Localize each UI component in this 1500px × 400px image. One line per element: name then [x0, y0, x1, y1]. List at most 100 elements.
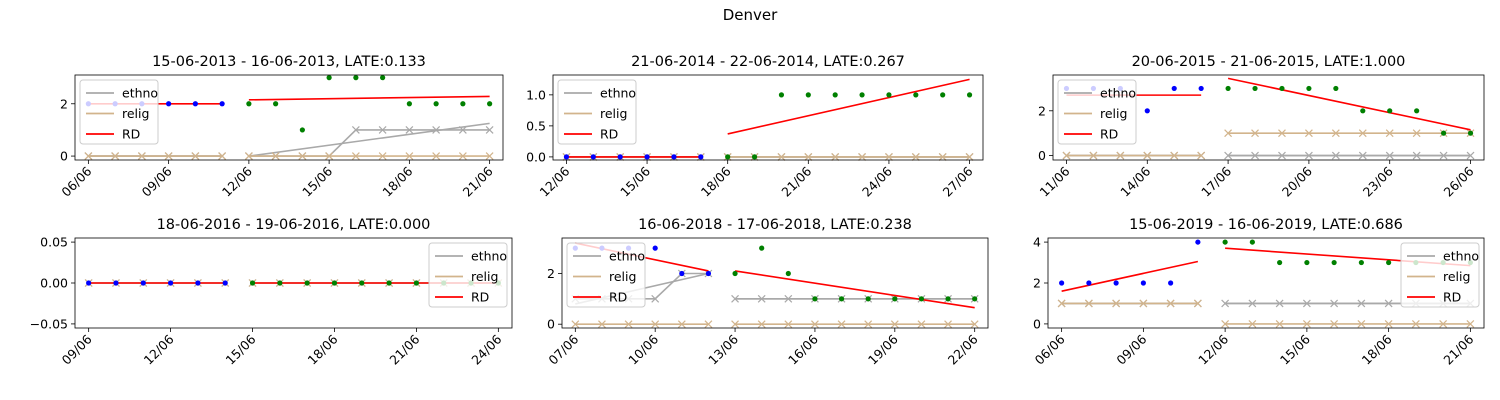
- subplot-6-ytick-label-0: 0: [1033, 316, 1041, 331]
- subplot-1-relig-marker-2: [137, 152, 146, 161]
- subplot-5-relig-marker-15: [970, 320, 979, 329]
- subplot-6-relig-marker-1: [1084, 299, 1093, 308]
- subplot-3-relig-marker-1: [1089, 151, 1098, 160]
- subplot-3-relig-marker-0: [1062, 151, 1071, 160]
- subplot-5-ethno-marker-8: [784, 294, 793, 303]
- subplot-1-dot-9: [326, 75, 332, 81]
- subplot-6-xtick-label-5: 21/06: [1440, 331, 1476, 367]
- subplot-6-dot-2: [1113, 280, 1119, 286]
- subplot-2-relig-marker-15: [965, 152, 974, 161]
- subplot-3-dot-9: [1306, 85, 1312, 92]
- subplot-3-xtick-label-4: 23/06: [1360, 163, 1396, 199]
- subplot-5-dot-4: [679, 270, 685, 277]
- subplot-4-dot-1: [113, 280, 119, 286]
- subplot-6-ytick-label-1: 2: [1033, 276, 1041, 291]
- subplot-5-dot-7: [759, 245, 765, 251]
- subplot-5-xtick-label-1: 10/06: [625, 331, 661, 367]
- subplot-6-ytick-label-2: 4: [1033, 235, 1041, 250]
- subplot-2-dot-6: [725, 154, 731, 160]
- subplot-3-relig-marker-2: [1116, 151, 1125, 160]
- subplot-2-dot-10: [832, 92, 838, 98]
- subplot-6-ethno-marker-12: [1384, 299, 1393, 308]
- subplot-5-relig-marker-11: [864, 320, 873, 329]
- subplot-2-xtick-label-2: 18/06: [698, 163, 734, 199]
- subplot-1-dot-12: [406, 101, 412, 107]
- subplot-1-dot-8: [299, 127, 305, 133]
- subplot-1-legend: ethno relig RD: [79, 79, 159, 145]
- subplot-4-dot-0: [86, 280, 92, 286]
- subplot-6-relig-marker-3: [1139, 299, 1148, 308]
- subplot-3-relig-marker-9: [1304, 129, 1313, 138]
- subplot-4-dot-8: [304, 280, 310, 286]
- subplot-5-relig-marker-12: [890, 320, 899, 329]
- subplot-6-relig-marker-4: [1166, 299, 1175, 308]
- subplot-4-dot-2: [140, 280, 146, 286]
- subplot-1-dot-6: [246, 101, 252, 107]
- subplot-2-relig-marker-10: [831, 152, 840, 161]
- subplot-5-dot-6: [732, 270, 738, 277]
- subplot-1-dot-13: [433, 101, 439, 107]
- subplot-6-dot-9: [1304, 259, 1310, 266]
- subplot-5-dot-3: [652, 245, 658, 251]
- subplot-2-dot-3: [644, 154, 650, 160]
- subplot-3-ethno-marker-8: [1278, 151, 1286, 160]
- subplot-1-axes-frame: [74, 74, 504, 161]
- subplot-2-dot-9: [805, 92, 811, 98]
- subplot-5-relig-marker-6: [731, 320, 739, 329]
- subplot-5-relig-marker-2: [624, 320, 633, 329]
- subplot-6-ethno-marker-9: [1302, 299, 1311, 308]
- subplot-1-legend-label-0: ethno: [122, 86, 158, 101]
- subplot-6: 15-06-2019 - 16-06-2019, LATE:0.686 0 2 4 06…: [1032, 217, 1485, 368]
- subplot-5-legend-label-0: ethno: [609, 249, 645, 264]
- subplot-6-dot-0: [1059, 280, 1065, 286]
- subplot-1-ethno-marker-10: [351, 125, 360, 134]
- subplot-1-dot-3: [166, 101, 172, 107]
- subplot-4-ytick-label-1: 0.00: [40, 276, 68, 291]
- subplot-3-xtick-label-0: 11/06: [1037, 163, 1073, 199]
- subplot-5-xtick-label-5: 22/06: [945, 331, 981, 367]
- subplot-3-rd-line-post: [1227, 77, 1471, 131]
- subplot-6-ethno-marker-6: [1221, 299, 1230, 308]
- subplot-5-xtick-label-2: 13/06: [705, 331, 741, 367]
- subplot-1-relig-marker-7: [271, 152, 280, 161]
- subplot-6-dot-1: [1086, 280, 1092, 286]
- subplot-6-relig-marker-7: [1248, 319, 1257, 328]
- subplot-5-legend: ethno relig RD: [566, 242, 646, 308]
- subplot-5: 16-06-2018 - 17-06-2018, LATE:0.238 0 2 07/…: [545, 217, 989, 368]
- subplot-2-legend-label-0: ethno: [600, 86, 636, 101]
- subplot-1-dot-4: [192, 101, 198, 107]
- subplot-4-xtick-label-4: 21/06: [386, 331, 422, 367]
- subplot-1-relig-marker-11: [378, 152, 387, 161]
- subplot-6-relig-marker-13: [1411, 319, 1420, 328]
- subplot-2-rd-line-post: [727, 78, 970, 135]
- subplot-5-title: 16-06-2018 - 17-06-2018, LATE:0.238: [638, 217, 912, 233]
- subplot-3-ethno-marker-9: [1304, 151, 1313, 160]
- subplot-1-relig-marker-4: [191, 152, 200, 161]
- subplot-3-relig-marker-13: [1412, 129, 1421, 138]
- subplot-5-relig-marker-13: [917, 320, 926, 329]
- subplot-2-title: 21-06-2014 - 22-06-2014, LATE:0.267: [631, 54, 905, 70]
- subplot-3-dot-8: [1279, 85, 1285, 92]
- subplot-6-dot-4: [1168, 280, 1174, 286]
- subplot-1-ethno-fit-post: [248, 122, 490, 157]
- subplot-3-dot-13: [1414, 108, 1420, 114]
- subplot-1-legend-label-2: RD: [122, 127, 140, 142]
- subplot-6-ethno-marker-11: [1357, 299, 1366, 308]
- subplot-2-dot-14: [940, 92, 946, 98]
- subplot-3-relig-marker-10: [1331, 129, 1340, 138]
- subplot-1-xtick-label-3: 15/06: [299, 163, 335, 199]
- subplot-2-ytick-label-2: 1.0: [526, 87, 546, 102]
- subplot-6-ethno-marker-10: [1330, 299, 1339, 308]
- subplot-6-dot-10: [1331, 259, 1337, 266]
- subplot-4: 18-06-2016 - 19-06-2016, LATE:0.000 −0.05…: [30, 217, 513, 368]
- subplot-1-xtick-label-1: 09/06: [139, 163, 175, 199]
- subplot-4-dot-4: [195, 280, 201, 286]
- subplot-1-relig-marker-14: [458, 152, 467, 161]
- subplot-4-legend-label-1: relig: [471, 269, 498, 284]
- subplot-1-relig-marker-6: [244, 152, 253, 161]
- subplot-2: 21-06-2014 - 22-06-2014, LATE:0.267 0.0 0.…: [526, 54, 984, 200]
- subplot-5-relig-marker-10: [837, 320, 846, 329]
- subplot-3: 20-06-2015 - 21-06-2015, LATE:1.000 0 2 11/…: [1037, 54, 1485, 200]
- subplot-1-relig-marker-13: [432, 152, 441, 161]
- subplot-5-dot-14: [945, 296, 951, 302]
